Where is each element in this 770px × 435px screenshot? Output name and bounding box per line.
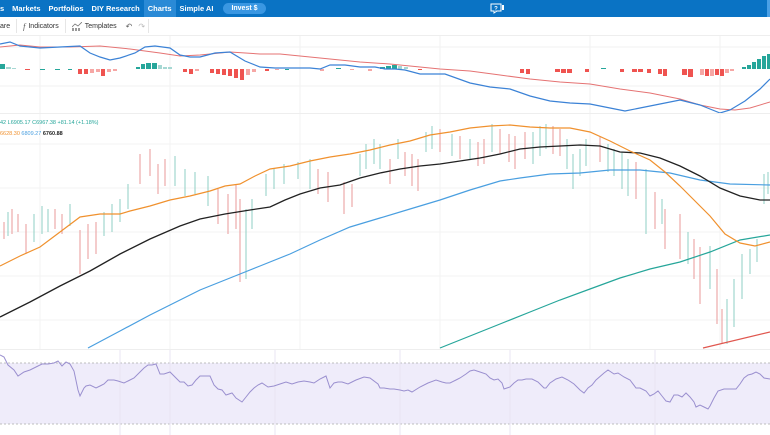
top-navigation-bar: s Markets Portfolios DIY Research Charts… [0, 0, 770, 17]
rsi-band [0, 363, 770, 424]
nav-right-edge [767, 0, 770, 17]
templates-label: Templates [84, 22, 117, 30]
ohlc-bars [3, 124, 769, 344]
price-panel[interactable]: 42 L6905.17 C6967.38 +81.14 (+1.18%) 662… [0, 114, 770, 350]
toolbar-divider [16, 19, 18, 33]
redo-icon[interactable]: ↷ [138, 21, 146, 31]
macd-histogram [0, 54, 770, 80]
ma-short-value: 6628.30 [0, 131, 20, 137]
ma-legend: 6628.30 6809.27 6760.88 [0, 131, 63, 137]
ohlc-partial-value: 42 [0, 120, 7, 126]
rsi-panel[interactable] [0, 350, 770, 435]
ma-short-line [0, 124, 770, 267]
trendline [702, 331, 770, 349]
ohlc-close-value: C6967.38 [32, 120, 56, 126]
share-label: are [0, 22, 11, 30]
nav-item-charts[interactable]: Charts [143, 0, 176, 17]
rsi-line [0, 354, 770, 410]
toolbar-divider [148, 19, 150, 33]
share-button[interactable]: are [0, 17, 16, 36]
ma-long-value: 6809.27 [21, 131, 42, 137]
undo-icon[interactable]: ↶ [125, 21, 133, 31]
nav-item-markets[interactable]: Markets [12, 4, 41, 13]
macd-signal-line [0, 44, 770, 111]
ma-long-line [87, 169, 770, 349]
indicators-button[interactable]: f Indicators [17, 17, 65, 36]
indicators-label: Indicators [28, 22, 59, 30]
templates-icon [71, 21, 82, 31]
macd-line [0, 41, 770, 114]
invest-button[interactable]: Invest $ [223, 3, 266, 14]
function-icon: f [23, 21, 26, 31]
ohlc-low-value: L6905.17 [7, 120, 31, 126]
ma-200-line [439, 234, 770, 349]
help-chat-icon[interactable]: ? [489, 3, 505, 14]
toolbar-divider [64, 19, 66, 33]
templates-button[interactable]: Templates [66, 17, 123, 36]
ma-mid-line [0, 144, 770, 318]
ma-mid-value: 6760.88 [42, 131, 63, 137]
ohlc-legend: 42 L6905.17 C6967.38 +81.14 (+1.18%) [0, 120, 99, 126]
nav-item-portfolios[interactable]: Portfolios [48, 4, 84, 13]
macd-panel[interactable] [0, 36, 770, 114]
nav-item-partial[interactable]: s [0, 4, 5, 13]
svg-text:?: ? [494, 7, 498, 13]
nav-item-diy-research[interactable]: DIY Research [91, 4, 140, 13]
chart-toolbar: are f Indicators Templates ↶ ↷ [0, 17, 770, 36]
nav-item-simple-ai[interactable]: Simple AI [179, 4, 214, 13]
ohlc-change-value: +81.14 (+1.18%) [57, 120, 99, 126]
